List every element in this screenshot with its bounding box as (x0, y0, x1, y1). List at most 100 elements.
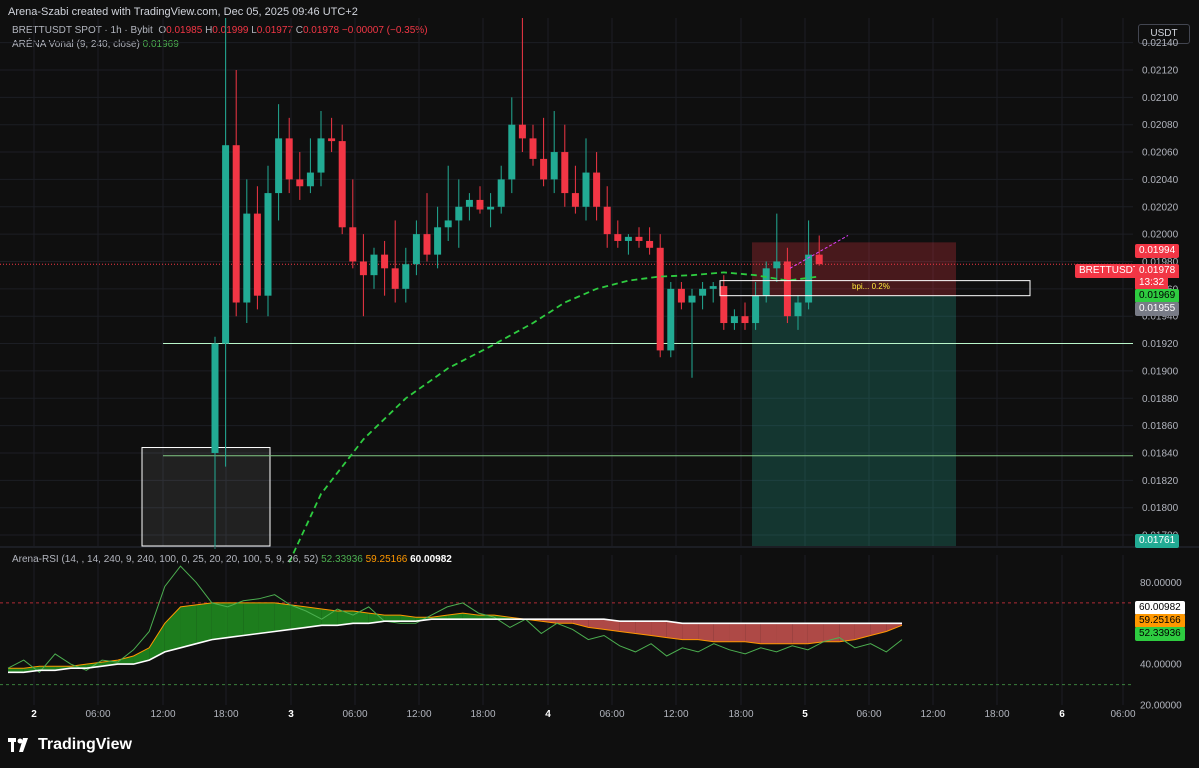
candle-body (253, 213, 261, 296)
candle-body (359, 261, 367, 276)
entry-box (719, 280, 1031, 297)
rsi-cloud-segment (400, 615, 416, 622)
tradingview-logo: TradingView (8, 736, 132, 754)
chart-credit: Arena-Szabi created with TradingView.com… (8, 6, 358, 18)
price-tick-label: 0.02020 (1142, 202, 1179, 213)
rsi-cloud-segment (807, 623, 824, 644)
candle-body (582, 172, 590, 207)
rsi-cloud-segment (133, 647, 150, 665)
candle-body (402, 264, 410, 289)
price-tick-label: 0.01920 (1142, 339, 1179, 350)
rsi-cloud-segment (149, 623, 165, 661)
high-price-tag: 0.01994 (1135, 244, 1180, 258)
rsi-cloud-segment (604, 619, 620, 632)
time-tick-label: 18:00 (213, 709, 238, 720)
rsi-avg-line (8, 618, 902, 674)
candle-body (561, 152, 569, 194)
candle-body (328, 138, 336, 142)
candle-body (338, 141, 346, 228)
rsi-cloud-segment (666, 621, 683, 640)
high-value: 0.01999 (212, 25, 249, 36)
candle-body (550, 152, 558, 180)
rsi-cloud-segment (619, 621, 636, 634)
target-zone (752, 295, 956, 546)
last-price-tag: 0.01978 (1135, 264, 1180, 278)
time-tick-label: 6 (1059, 709, 1065, 720)
candle-body (349, 227, 357, 262)
time-tick-label: 06:00 (85, 709, 110, 720)
price-tick-label: 0.02060 (1142, 148, 1179, 159)
candle-body (571, 193, 579, 207)
rsi-cloud-segment (870, 623, 887, 636)
rsi-cloud-segment (572, 619, 589, 628)
price-tick-label: 0.01940 (1142, 312, 1179, 323)
rsi-cloud-segment (556, 619, 573, 624)
projection-line (789, 235, 849, 269)
candle-body (232, 145, 240, 303)
candle-body (264, 193, 272, 296)
time-tick-label: 12:00 (920, 709, 945, 720)
rsi-green-tag: 52.33936 (1135, 627, 1185, 641)
candle-body (423, 234, 431, 255)
close-value: 0.01978 (302, 25, 340, 36)
rsi-cloud-segment (321, 608, 338, 626)
candle-body (465, 199, 473, 207)
price-tick-label: 0.01820 (1142, 476, 1179, 487)
candle-body (646, 240, 654, 248)
currency-button[interactable]: USDT (1138, 24, 1190, 44)
rsi-cloud-segment (353, 611, 369, 624)
open-value: 0.01985 (166, 25, 203, 36)
target-price-tag: 0.01761 (1135, 534, 1180, 548)
price-tick-label: 0.02040 (1142, 175, 1179, 186)
time-tick-label: 4 (545, 709, 551, 720)
time-tick-label: 12:00 (663, 709, 688, 720)
rsi-cloud-segment (494, 615, 510, 620)
candle-body (434, 227, 442, 255)
rsi-cloud-segment (839, 623, 855, 642)
time-tick-label: 06:00 (1110, 709, 1135, 720)
candle-body (656, 247, 664, 351)
rsi-cloud-segment (337, 611, 354, 626)
candle-body (720, 286, 728, 324)
candle-body (285, 138, 293, 180)
candle-body (370, 254, 378, 276)
rsi-tick-label: 40.00000 (1140, 660, 1182, 671)
rsi-cloud-segment (117, 655, 134, 665)
rsi-cloud-segment (164, 606, 181, 652)
rsi-cloud-segment (8, 668, 24, 673)
rsi-value-orange: 59.25166 (365, 554, 408, 565)
candle-body (699, 288, 707, 296)
price-tick-label: 0.02000 (1142, 230, 1179, 241)
rsi-cloud-segment (180, 604, 197, 648)
candle-body (709, 286, 717, 289)
brand-name: TradingView (38, 736, 132, 753)
indicator-name: ARÉNA Vonal (9, 240, close) (12, 39, 140, 50)
candle-body (783, 261, 791, 317)
candle-body (593, 172, 601, 207)
rsi-fast-line (7, 565, 903, 673)
candle-body (815, 254, 823, 265)
price-tick-label: 0.02120 (1142, 65, 1179, 76)
price-tick-label: 0.01900 (1142, 366, 1179, 377)
time-tick-label: 5 (802, 709, 808, 720)
vonal-line (288, 271, 820, 563)
candle-body (752, 295, 760, 324)
rsi-cloud-segment (713, 623, 730, 642)
candle-body (497, 179, 505, 207)
candle-body (222, 145, 230, 344)
candle-body (805, 254, 813, 303)
rsi-cloud-segment (776, 623, 793, 644)
rsi-cloud-segment (384, 615, 401, 622)
candle-body (476, 199, 484, 210)
candle-body (391, 268, 399, 289)
demand-zone-box (141, 447, 271, 547)
time-tick-label: 06:00 (342, 709, 367, 720)
candle-body (730, 316, 738, 324)
tradingview-icon (8, 738, 28, 752)
candle-body (381, 254, 389, 269)
low-label: L (251, 25, 257, 36)
rsi-cloud-segment (211, 602, 228, 640)
rsi-legend: Arena-RSI (14, , 14, 240, 9, 240, 100, 0… (12, 554, 452, 565)
rsi-value-white: 60.00982 (410, 554, 452, 565)
